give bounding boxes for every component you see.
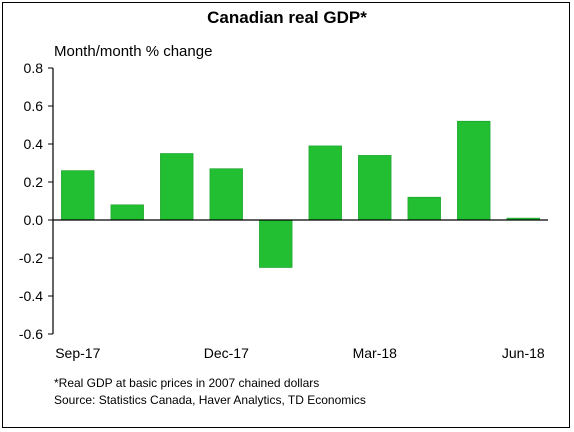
bar-jan-18 [259,219,293,268]
chart-title: Canadian real GDP* [207,8,367,27]
bar-may-18 [457,120,491,221]
y-tick-label: -0.2 [19,250,43,266]
y-tick-label: 0.0 [24,212,44,228]
x-tick-label: Mar-18 [353,345,398,361]
x-tick-label: Jun-18 [502,345,545,361]
bar-apr-18 [407,196,441,221]
bar-sep-17 [61,170,95,221]
bar-dec-17 [209,168,243,221]
y-tick-label: -0.6 [19,326,43,342]
y-tick-label: 0.4 [24,136,44,152]
y-tick-label: -0.4 [19,288,43,304]
x-tick-label: Dec-17 [204,345,249,361]
bar-mar-18 [358,155,392,221]
y-tick-label: 0.2 [24,174,44,190]
footnote-source: Source: Statistics Canada, Haver Analyti… [54,393,366,407]
bar-feb-18 [308,145,342,221]
x-tick-label: Sep-17 [55,345,100,361]
y-tick-label: 0.8 [24,60,44,76]
y-tick-label: 0.6 [24,98,44,114]
y-axis-label: Month/month % change [54,43,213,60]
bar-nov-17 [160,153,194,221]
footnote-definition: *Real GDP at basic prices in 2007 chaine… [54,376,320,390]
bar-oct-17 [110,204,144,221]
